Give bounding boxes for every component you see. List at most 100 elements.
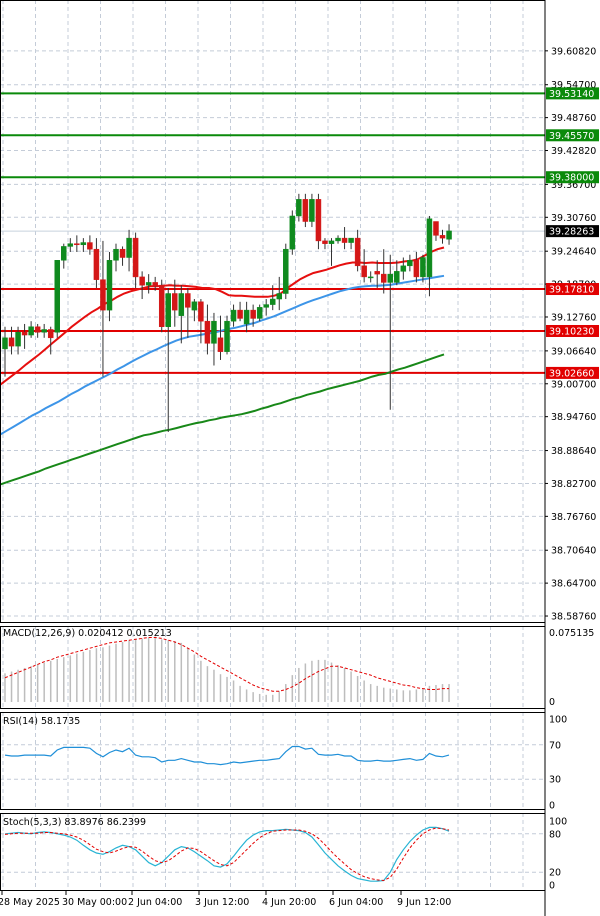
candle-body [387,273,394,283]
price-tick-label: 39.06640 [551,346,596,357]
candle-body [172,293,178,311]
candle [54,260,60,338]
candle-body [361,265,367,278]
candle-body [250,309,256,319]
candle-body [237,309,243,319]
candle-body [47,329,54,339]
candle-body [54,260,60,333]
candle-body [41,329,47,333]
current-price-label: 39.28263 [549,227,594,238]
time-tick-label: 9 Jun 12:00 [397,897,451,908]
time-axis: 28 May 2025 30 May 00:00 2 Jun 04:00 3 Jun … [0,891,451,908]
candle [139,271,145,300]
candle-body [256,307,263,319]
candle [158,279,165,333]
candle-body [198,301,204,322]
candle-body [34,326,41,333]
candle-body [217,337,224,352]
candle-body [28,326,34,336]
candle [34,323,41,338]
candle [217,315,224,360]
candle [152,276,158,291]
candle [367,271,374,283]
macd-tick-label: 0.075135 [549,628,594,639]
candle [433,221,439,241]
candle [74,235,80,252]
candle-body [87,242,93,250]
candle-body [119,248,126,258]
rsi-tick-label: 0 [549,801,555,812]
candle-body [74,243,80,246]
candle [250,304,256,327]
time-tick-label: 2 Jun 04:00 [128,897,182,908]
rsi-panel: RSI(14) 58.1735 [0,716,545,780]
candle-body [106,260,113,311]
rsi-tick-label: 30 [549,775,561,786]
candle-body [426,218,433,278]
candle-body [439,235,446,239]
candle [341,227,348,250]
time-tick-label: 6 Jun 04:00 [329,897,383,908]
candle-body [224,320,230,352]
candle [93,238,100,288]
candle [243,301,250,333]
candle-body [276,293,283,300]
price-tick-label: 38.82700 [551,479,596,490]
candle-body [61,246,67,261]
candle [361,249,367,283]
level-tag-label: 39.02660 [549,368,594,379]
candle-body [178,293,185,316]
candle [276,276,283,311]
candle-body [230,309,237,322]
ema_fast-line [0,246,445,386]
candle [328,238,335,266]
candle [178,285,185,344]
candle-body [145,282,152,286]
stoch-tick-label: 20 [549,868,561,879]
candle-body [367,276,374,279]
ema_mid-line [0,274,445,436]
candle [28,321,34,338]
candle-body [165,293,171,327]
candle [354,229,361,272]
candle-body [322,240,328,244]
price-tick-label: 39.24640 [551,247,596,258]
candle [380,249,387,294]
candle [374,260,380,288]
candle-body [263,304,269,308]
level-tag-label: 39.45570 [549,131,594,142]
candle [191,299,198,322]
candle [145,274,152,294]
time-tick-label: 3 Jun 12:00 [195,897,249,908]
candle-body [204,320,211,344]
candle [387,254,394,410]
candle [283,243,289,300]
candle [269,285,276,311]
candle [61,243,67,269]
candle [87,235,93,255]
stoch-panel: Stoch(5,3,3) 83.8976 86.2399 [0,817,545,882]
candle-body [2,337,8,350]
candle [394,260,400,286]
candle-body [15,332,21,347]
macd-signal-line [4,637,449,692]
candle-body [191,301,198,311]
candle [407,254,413,272]
candle [165,287,171,432]
candle-body [67,243,74,247]
candle-body [328,240,335,244]
candle [2,326,8,377]
candle-body [100,279,106,311]
macd-tick-label: 0 [549,697,555,708]
time-tick-label: 30 May 00:00 [62,897,127,908]
price-tick-label: 38.58760 [551,612,596,623]
candle [21,323,28,349]
candle [132,232,139,288]
candle [322,238,328,250]
candle-body [400,265,407,272]
candle [198,299,204,344]
grid-lines [0,0,545,891]
candle [119,246,126,266]
candle [15,326,21,355]
candle-body [348,237,354,243]
